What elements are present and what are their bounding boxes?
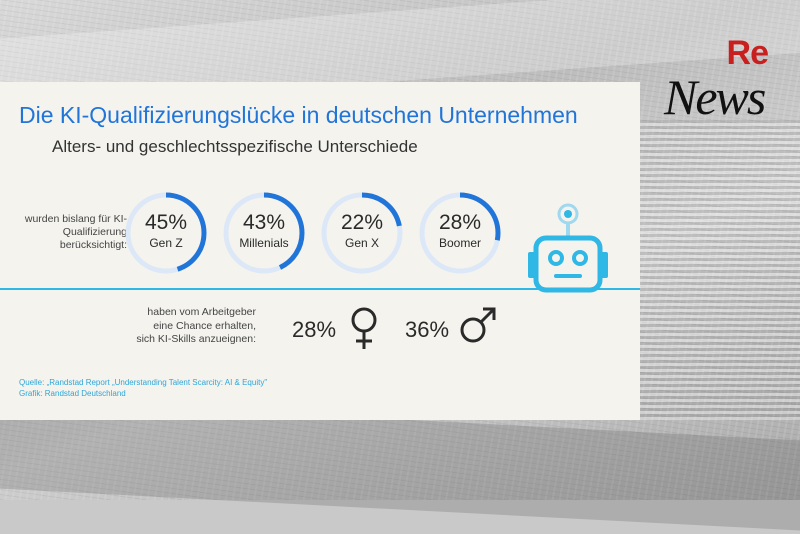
donut-value-label: 22% xyxy=(340,211,384,234)
donut-svg xyxy=(321,192,403,274)
credit-line: Grafik: Randstad Deutschland xyxy=(19,389,126,398)
page-title: Die KI-Qualifizierungslücke in deutschen… xyxy=(19,102,578,128)
donut-value-label: 28% xyxy=(438,211,482,234)
logo-news: News xyxy=(664,69,766,125)
donut-gen-z: 45% Gen Z xyxy=(124,191,208,275)
renews-logo: Re News xyxy=(660,30,790,130)
row-label-chance: haben vom Arbeitgeber eine Chance erhalt… xyxy=(136,306,256,345)
donut-gen-x: 22% Gen X xyxy=(320,191,404,275)
row-label-qualifizierung: wurden bislang für KI-Qualifizierung ber… xyxy=(24,213,127,251)
robot-icon xyxy=(528,203,608,293)
donut-svg xyxy=(223,192,305,274)
divider-line xyxy=(0,288,640,290)
donut-category-label: Millenials xyxy=(239,236,289,250)
infographic-card xyxy=(0,82,640,420)
donut-value-label: 45% xyxy=(144,211,188,234)
logo-re: Re xyxy=(726,34,769,72)
donut-arc-millenials xyxy=(223,192,305,274)
source-line: Quelle: „Randstad Report „Understanding … xyxy=(19,378,268,387)
male-icon xyxy=(460,307,496,343)
donut-category-label: Boomer xyxy=(438,236,482,250)
donut-svg xyxy=(419,192,501,274)
donut-arc-gen-x xyxy=(321,192,403,274)
donut-arc-boomer xyxy=(419,192,501,274)
donut-value-label: 43% xyxy=(242,211,286,234)
donut-svg xyxy=(125,192,207,274)
page-subtitle: Alters- und geschlechtsspezifische Unter… xyxy=(52,137,418,156)
donut-boomer: 28% Boomer xyxy=(418,191,502,275)
donut-category-label: Gen Z xyxy=(149,236,183,250)
male-value: 36% xyxy=(405,317,450,342)
donut-category-label: Gen X xyxy=(344,236,380,250)
female-icon xyxy=(351,307,377,349)
female-value: 28% xyxy=(292,317,337,342)
source-note: Quelle: „Randstad Report „Understanding … xyxy=(19,377,267,399)
donut-arc-gen-z xyxy=(125,192,207,274)
donut-millenials: 43% Millenials xyxy=(222,191,306,275)
